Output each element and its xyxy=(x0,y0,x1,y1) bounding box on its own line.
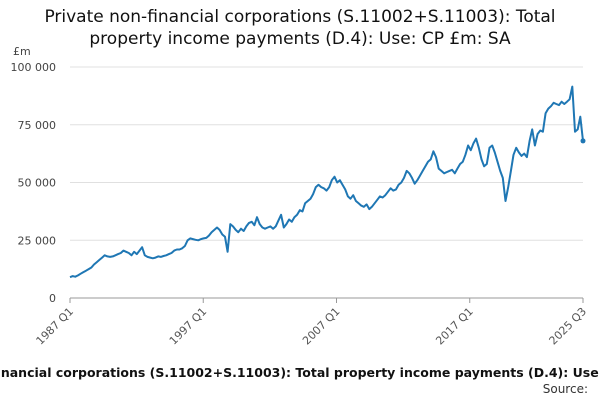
x-tick-label: 2017 Q1 xyxy=(433,305,476,348)
y-tick-label: 50 000 xyxy=(18,177,57,190)
footer-series-title: Private non-financial corporations (S.11… xyxy=(0,365,600,380)
x-tick-label: 1997 Q1 xyxy=(167,305,210,348)
x-tick-label: 2025 Q3 xyxy=(547,305,590,348)
chart-title-line-2: property income payments (D.4): Use: CP … xyxy=(89,29,511,49)
footer-series-title-text: Private non-financial corporations (S.11… xyxy=(0,365,600,380)
last-point-marker xyxy=(580,138,586,144)
y-axis-unit-label: £m xyxy=(13,45,31,58)
chart-title-line-1: Private non-financial corporations (S.11… xyxy=(44,7,556,27)
chart-title: Private non-financial corporations (S.11… xyxy=(0,6,600,50)
y-tick-label: 0 xyxy=(49,292,56,305)
y-tick-label: 75 000 xyxy=(18,119,57,132)
x-tick-label: 2007 Q1 xyxy=(300,305,343,348)
source-label: Source: xyxy=(542,382,588,396)
y-tick-label: 100 000 xyxy=(11,61,57,74)
series-line xyxy=(69,85,584,279)
y-tick-label: 25 000 xyxy=(18,234,57,247)
x-tick-label: 1987 Q1 xyxy=(34,305,77,348)
